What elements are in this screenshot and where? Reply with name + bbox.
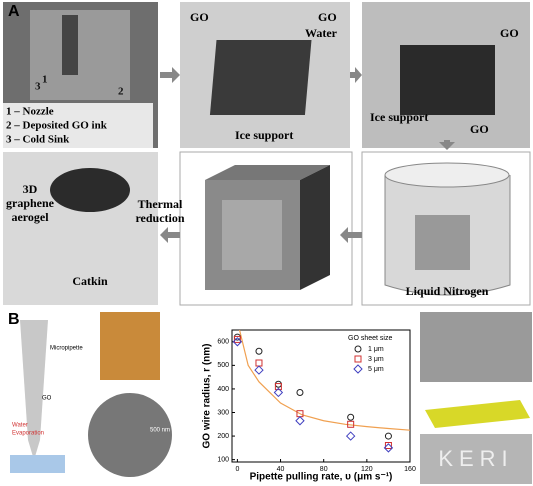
label: graphene — [6, 196, 55, 210]
afm-image — [100, 312, 160, 380]
label: Catkin — [72, 274, 108, 288]
point — [274, 380, 282, 388]
point — [233, 333, 241, 341]
marker: 3 — [35, 81, 41, 93]
y-tick-label: 300 — [217, 409, 229, 416]
pattern-text: KERI — [438, 446, 513, 471]
label: Liquid Nitrogen — [406, 284, 489, 298]
y-tick-label: 200 — [217, 433, 229, 440]
label: GO — [42, 396, 52, 402]
label: GO — [500, 26, 519, 40]
marker: 1 — [42, 74, 48, 86]
label: Water — [305, 26, 338, 40]
point — [383, 443, 394, 453]
point — [347, 420, 355, 428]
point — [232, 337, 243, 347]
point — [233, 335, 241, 343]
cube-top — [205, 165, 330, 180]
label: GO — [190, 10, 209, 24]
point — [384, 432, 392, 440]
label: Evaporation — [12, 431, 44, 437]
x-tick-label: 40 — [277, 466, 285, 473]
point — [274, 383, 282, 391]
pipette — [20, 320, 48, 460]
label: Ice support — [370, 110, 428, 124]
point — [255, 347, 263, 355]
label: aerogel — [11, 210, 49, 224]
frozen-block — [415, 215, 470, 270]
label: Ice support — [235, 128, 293, 142]
x-tick-label: 80 — [320, 466, 328, 473]
point — [384, 442, 392, 449]
label: GO — [470, 122, 489, 136]
legend-marker — [353, 364, 363, 374]
point — [296, 388, 304, 396]
point — [347, 413, 355, 421]
label: Micropipette — [50, 346, 83, 352]
cube-side — [300, 165, 330, 290]
x-axis-label: Pipette pulling rate, υ (μm s⁻¹) — [250, 472, 393, 483]
y-tick-label: 400 — [217, 386, 229, 393]
legend-box — [3, 103, 153, 148]
label: 3D — [23, 182, 38, 196]
point — [295, 416, 305, 426]
scatter-chart: 0 40 80 120 160 100 200 300 400 500 600 Pipette pul… — [202, 329, 416, 483]
printer-frame — [30, 10, 130, 100]
panel-label: B — [8, 311, 20, 328]
aerogel — [50, 168, 130, 212]
sem-array — [420, 312, 532, 382]
nozzle — [62, 15, 78, 75]
legend-marker — [354, 345, 362, 353]
legend-entry: 2 – Deposited GO ink — [6, 120, 108, 132]
legend-title: GO sheet size — [348, 335, 392, 342]
dewar-top — [384, 162, 510, 188]
point — [255, 359, 263, 367]
label: GO — [318, 10, 337, 24]
go-lattice — [209, 40, 312, 115]
y-tick-label: 500 — [217, 362, 229, 369]
arrows — [160, 67, 455, 243]
step-label: reduction — [135, 211, 184, 225]
panel-label: A — [8, 3, 20, 20]
legend-marker — [354, 355, 362, 363]
legend-label: 3 μm — [368, 356, 384, 363]
sem-wire — [88, 393, 172, 477]
x-tick-label: 0 — [235, 466, 239, 473]
x-tick-label: 120 — [361, 466, 373, 473]
y-axis-label: GO wire radius, r (nm) — [202, 343, 213, 448]
y-tick-label: 600 — [217, 339, 229, 346]
marker: 2 — [118, 86, 124, 98]
point — [345, 431, 356, 441]
labels: A 1 2 3 1 – Nozzle 2 – Deposited GO ink … — [6, 3, 519, 471]
go-block — [400, 45, 495, 115]
legend-label: 5 μm — [368, 366, 384, 373]
point — [273, 387, 284, 398]
legend-label: 1 μm — [368, 346, 384, 353]
cube-hole — [222, 200, 282, 270]
array-model — [425, 400, 530, 428]
x-tick-label: 160 — [404, 466, 416, 473]
legend-entry: 3 – Cold Sink — [6, 134, 70, 146]
step-label: Thermal — [138, 197, 183, 211]
label: Water — [12, 423, 28, 429]
fit-curve — [238, 329, 411, 431]
plot-frame — [231, 329, 411, 463]
keri-image — [420, 434, 532, 484]
y-tick-label: 100 — [217, 456, 229, 463]
scale-bar: 500 nm — [150, 428, 170, 434]
substrate — [10, 455, 65, 473]
point — [254, 365, 264, 375]
legend-entry: 1 – Nozzle — [6, 106, 54, 118]
